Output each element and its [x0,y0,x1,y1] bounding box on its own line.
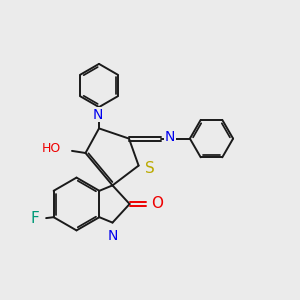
Text: F: F [31,211,40,226]
Text: HO: HO [42,142,61,155]
Text: S: S [145,161,155,176]
Text: N: N [165,130,175,144]
Text: N: N [92,108,103,122]
Text: O: O [152,196,164,211]
Text: N: N [108,229,118,243]
